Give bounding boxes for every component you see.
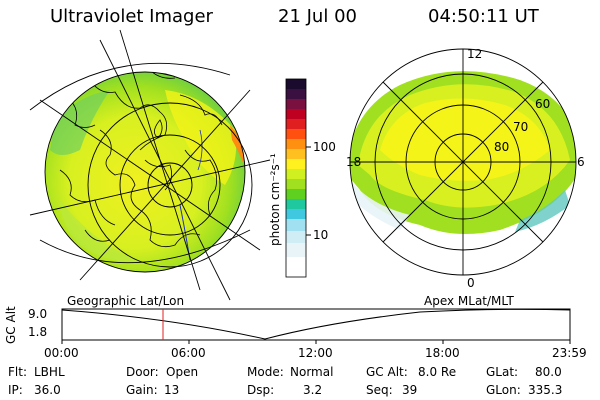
glat-value: 80.0: [535, 365, 562, 379]
gcalt-label: GC Alt:: [366, 365, 408, 379]
altitude-curve: [61, 308, 571, 340]
instrument-title: Ultraviolet Imager: [50, 6, 213, 27]
geographic-image-panel: [29, 29, 271, 301]
colorbar-tick-100: 100: [313, 140, 336, 154]
gain-label: Gain:: [126, 383, 158, 397]
lower-green-region: [60, 200, 140, 263]
mlat-label-60: 60: [535, 97, 551, 111]
mlat-label-80: 80: [494, 140, 510, 154]
mlt-label-18: 18: [346, 155, 362, 169]
right-panel-caption: Apex MLat/MLT: [424, 294, 514, 308]
timeline-xtick-2: 12:00: [298, 346, 333, 360]
door-value: Open: [166, 365, 199, 379]
flt-value: LBHL: [34, 365, 65, 379]
mlt-label-12: 12: [467, 47, 483, 61]
colorbar-tick-10: 10: [313, 228, 329, 242]
orange-spot: [230, 125, 245, 165]
timeline-xtick-4: 23:59: [552, 346, 587, 360]
door-label: Door:: [126, 365, 159, 379]
green-region: [50, 90, 110, 155]
timeline-ytick-max: 9.0: [28, 307, 48, 321]
date-label: 21 Jul 00: [278, 6, 357, 27]
color-scale-bar: [285, 78, 311, 278]
timeline-xtick-1: 06:00: [171, 346, 206, 360]
time-label: 04:50:11 UT: [428, 6, 539, 27]
mlt-label-0: 0: [467, 276, 475, 290]
geographic-grid: [29, 29, 271, 301]
mode-label: Mode:: [247, 365, 284, 379]
gain-value: 13: [164, 383, 180, 397]
orbit-timeline: [61, 308, 571, 344]
colorbar-unit-label: photon cm⁻²s⁻¹: [268, 153, 282, 246]
timeline-xtick-3: 18:00: [425, 346, 460, 360]
seq-value: 39: [402, 383, 418, 397]
left-panel-caption: Geographic Lat/Lon: [67, 294, 185, 308]
mlat-mlt-grid: [349, 48, 577, 276]
mode-value: Normal: [290, 365, 334, 379]
ip-value: 36.0: [34, 383, 61, 397]
mlat-label-70: 70: [513, 120, 529, 134]
dsp-label: Dsp:: [247, 383, 275, 397]
glon-value: 335.3: [528, 383, 563, 397]
mlt-label-6: 6: [577, 155, 585, 169]
dsp-value: 3.2: [303, 383, 323, 397]
glon-label: GLon:: [486, 383, 521, 397]
flt-label: Flt:: [8, 365, 27, 379]
seq-label: Seq:: [366, 383, 393, 397]
glat-label: GLat:: [486, 365, 519, 379]
ip-label: IP:: [8, 383, 23, 397]
gcalt-value: 8.0 Re: [418, 365, 457, 379]
timeline-ytick-min: 1.8: [28, 325, 48, 339]
bright-region: [165, 90, 237, 185]
timeline-xtick-0: 00:00: [44, 346, 79, 360]
coastlines: [59, 72, 241, 248]
apex-polar-panel: [349, 48, 577, 276]
timeline-ylabel: GC Alt: [4, 306, 18, 344]
